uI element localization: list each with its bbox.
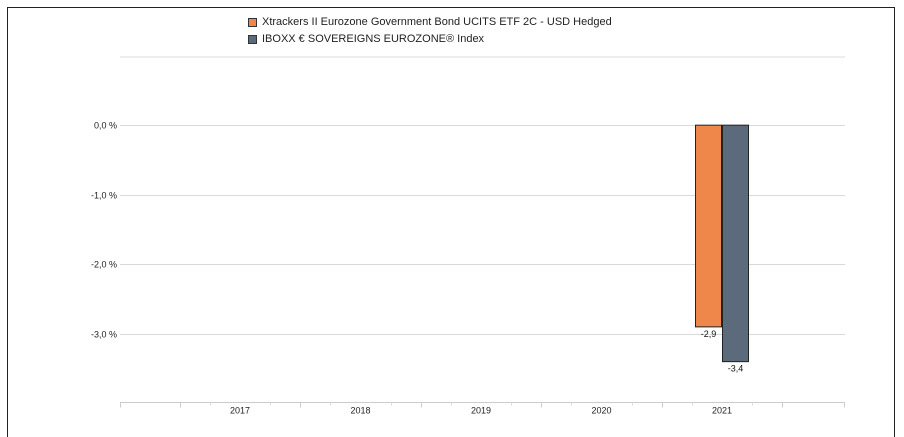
data-label-index: -3,4 xyxy=(728,364,744,374)
y-tick-label: -2,0 % xyxy=(91,260,117,270)
x-tick-label: 2020 xyxy=(591,406,611,416)
legend-item-etf[interactable]: Xtrackers II Eurozone Government Bond UC… xyxy=(248,14,612,31)
x-tick-label: 2019 xyxy=(471,406,491,416)
legend-swatch-etf xyxy=(248,18,257,27)
data-label-etf: -2,9 xyxy=(701,329,717,339)
x-tick-label: 2017 xyxy=(230,406,250,416)
legend-label-etf: Xtrackers II Eurozone Government Bond UC… xyxy=(262,16,612,28)
labels: 0,0 % -1,0 % -2,0 % -3,0 % 2017 2018 2019 2020 2… xyxy=(91,121,743,416)
y-tick-label: 0,0 % xyxy=(94,121,117,131)
y-tick-label: -3,0 % xyxy=(91,330,117,340)
x-tick-label: 2018 xyxy=(350,406,370,416)
bar-index-2021 xyxy=(722,124,749,363)
x-axis xyxy=(120,402,845,408)
legend-label-index: IBOXX € SOVEREIGNS EUROZONE® Index xyxy=(262,33,485,45)
chart-legend: Xtrackers II Eurozone Government Bond UC… xyxy=(248,14,612,48)
bars xyxy=(695,124,749,363)
legend-item-index[interactable]: IBOXX € SOVEREIGNS EUROZONE® Index xyxy=(248,31,612,48)
x-tick-label: 2021 xyxy=(712,406,732,416)
y-tick-label: -1,0 % xyxy=(91,191,117,201)
bar-etf-2021 xyxy=(695,124,722,328)
legend-swatch-index xyxy=(248,35,257,44)
